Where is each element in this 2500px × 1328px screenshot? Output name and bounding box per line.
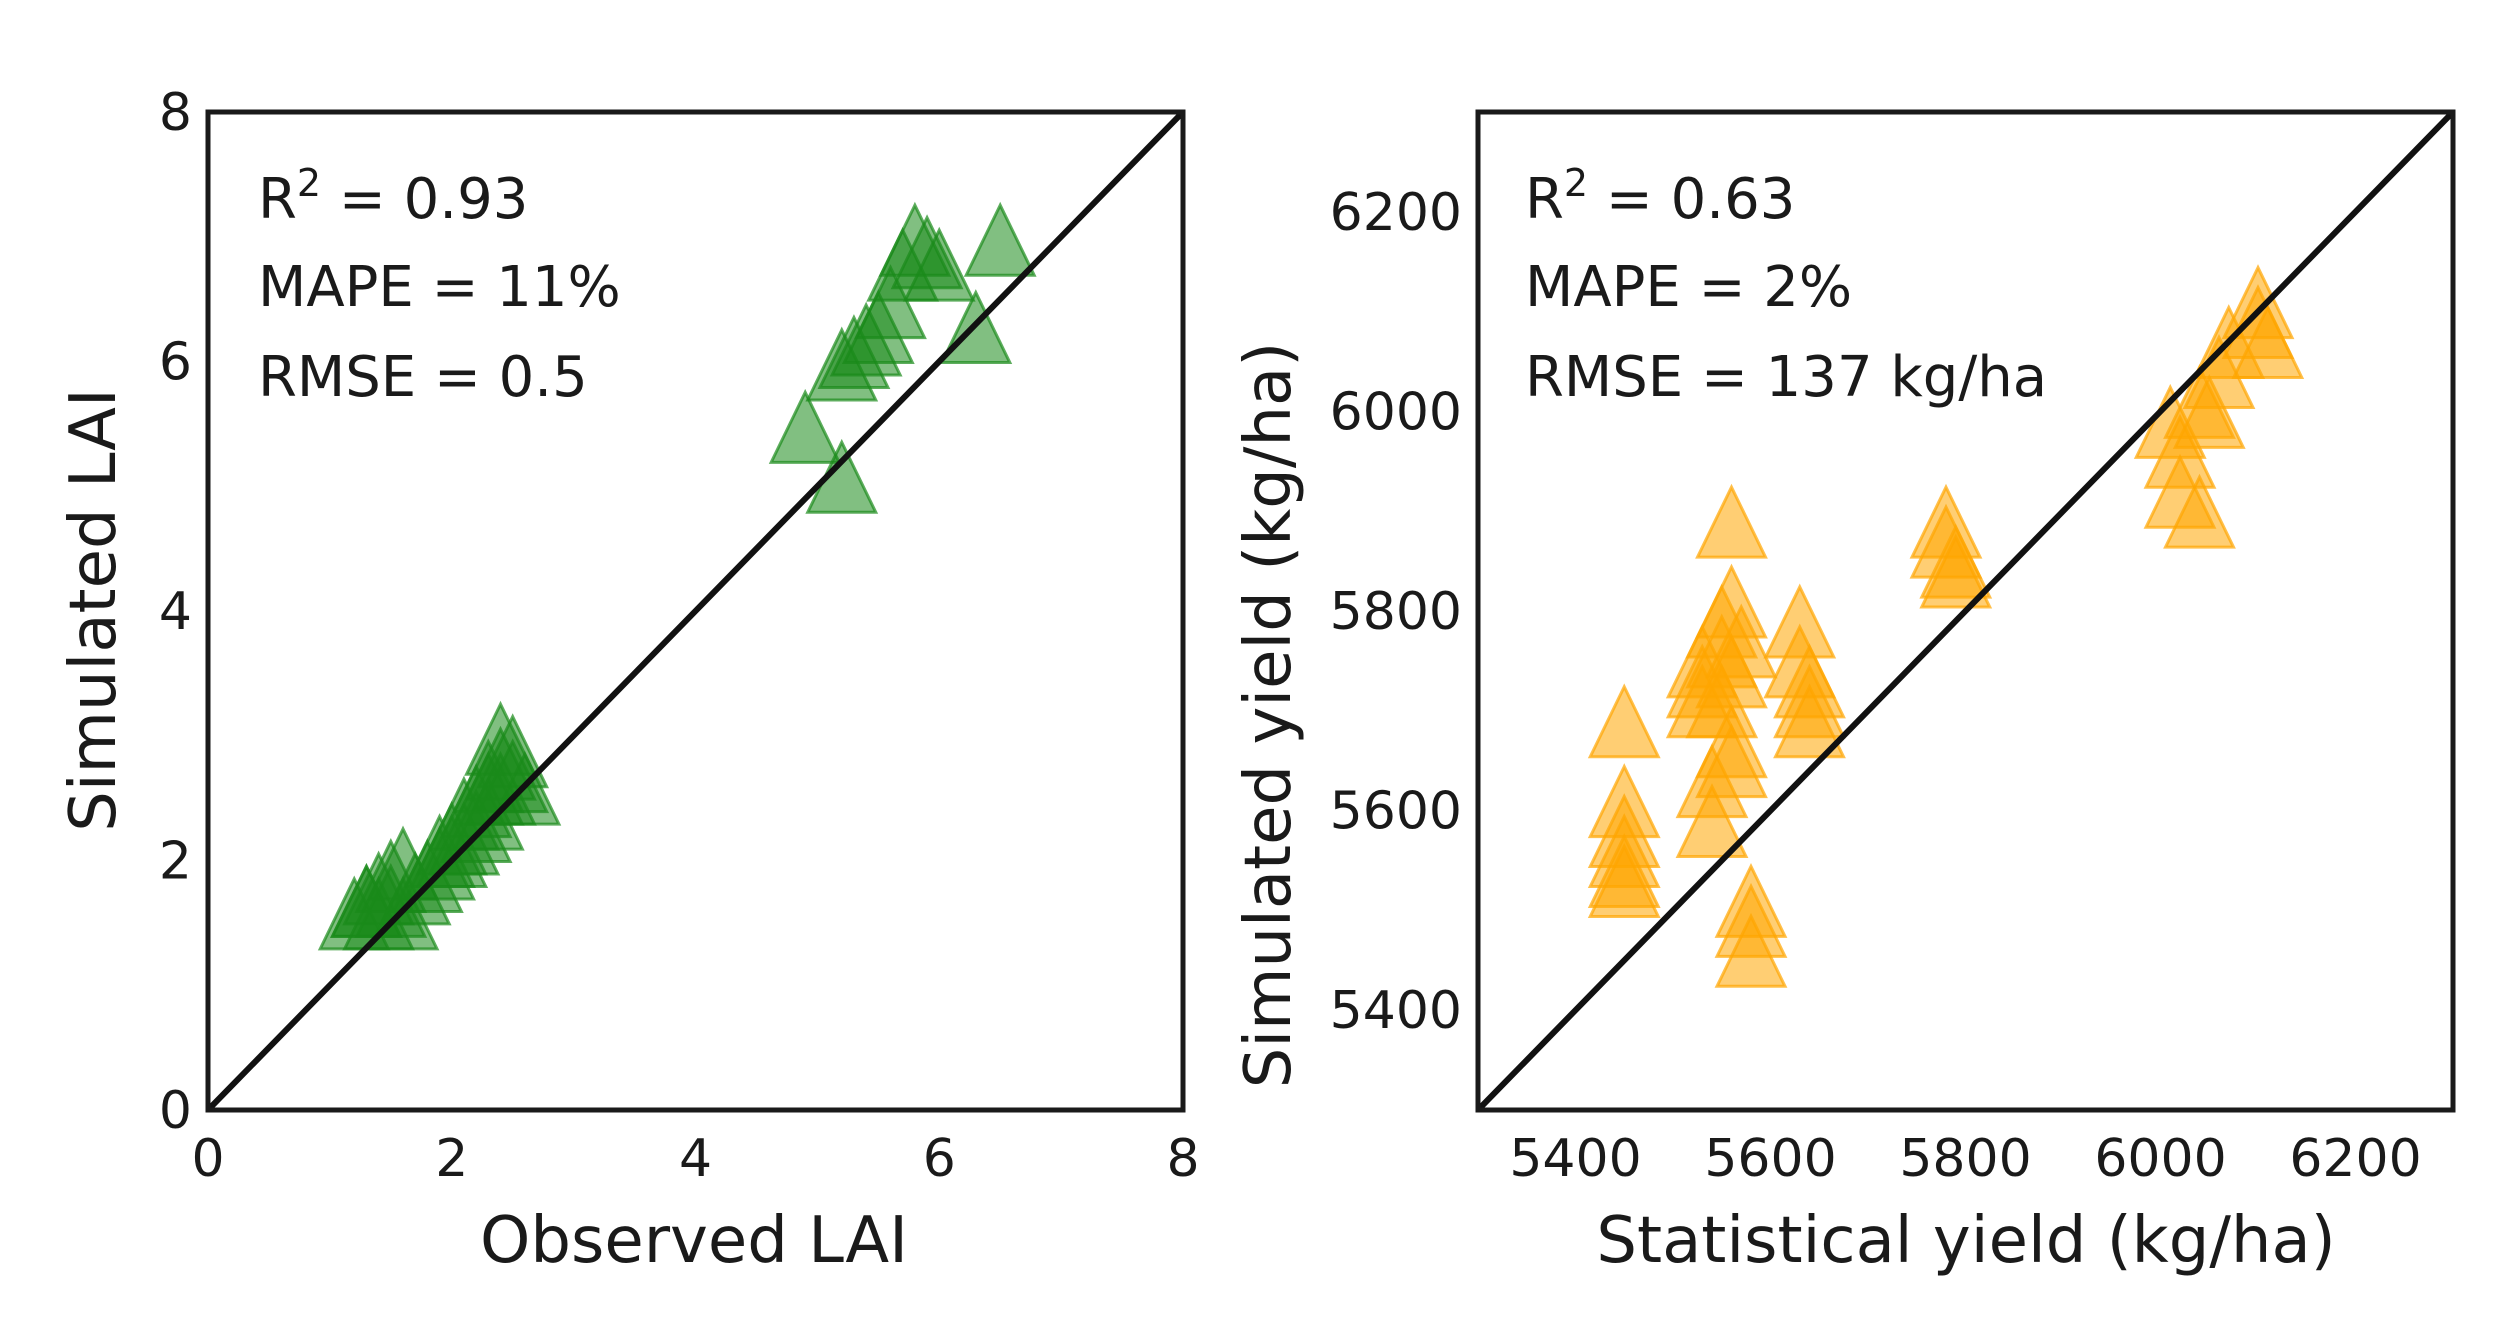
yield-point (1587, 683, 1661, 759)
yield-point (2172, 373, 2246, 449)
lai-x-tick-label: 4 (679, 1129, 712, 1189)
lai-x-tick-label: 2 (435, 1129, 468, 1189)
yield-y-axis-label: Simulated yield (kg/ha) (1232, 342, 1306, 1089)
yield-point (1773, 683, 1846, 759)
yield-point (1675, 783, 1749, 859)
yield-y-tick-label: 6200 (1330, 183, 1462, 243)
lai-y-tick-label: 6 (159, 333, 192, 393)
lai-y-tick-label: 0 (159, 1081, 192, 1141)
yield-x-tick-label: 5600 (1704, 1129, 1836, 1189)
lai-panel: 0 2 4 6 8 0 2 4 6 8 R2 = 0.93 MAPE = 11% RMSE = 0… (57, 83, 1200, 1278)
yield-x-tick-label: 5800 (1899, 1129, 2031, 1189)
yield-mape-annotation: MAPE = 2% (1525, 255, 1852, 320)
lai-point (854, 264, 927, 340)
yield-point (1587, 843, 1661, 918)
yield-tick-labels: 5400 5600 5800 6000 6200 5400 5600 5800 6000 6200 (1330, 183, 2422, 1189)
yield-y-tick-label: 5400 (1330, 981, 1462, 1041)
yield-r2-annotation: R2 = 0.63 (1525, 161, 1795, 232)
lai-point (963, 201, 1037, 277)
lai-y-axis-label: Simulated LAI (57, 388, 131, 832)
lai-one-to-one-line (205, 109, 1186, 1113)
yield-plot-frame (1475, 109, 2456, 1113)
yield-y-tick-label: 5800 (1330, 582, 1462, 642)
lai-rmse-annotation: RMSE = 0.5 (258, 345, 588, 410)
lai-points (317, 201, 1037, 951)
yield-rmse-annotation: RMSE = 137 kg/ha (1525, 345, 2047, 410)
lai-x-tick-label: 8 (1166, 1129, 1199, 1189)
yield-points (1587, 264, 2305, 988)
yield-point (2163, 473, 2236, 549)
yield-y-tick-label: 5600 (1330, 782, 1462, 842)
lai-y-tick-label: 2 (159, 832, 192, 892)
yield-point (1695, 723, 1768, 799)
yield-x-tick-label: 6200 (2289, 1129, 2421, 1189)
lai-x-tick-label: 6 (923, 1129, 956, 1189)
lai-x-axis-label: Observed LAI (480, 1204, 908, 1278)
yield-point (1714, 912, 1788, 988)
yield-x-axis-label: Statistical yield (kg/ha) (1596, 1204, 2335, 1278)
yield-x-tick-label: 6000 (2094, 1129, 2226, 1189)
lai-r2-annotation: R2 = 0.93 (258, 161, 528, 232)
lai-y-tick-label: 4 (159, 582, 192, 642)
lai-y-tick-label: 8 (159, 83, 192, 143)
lai-point (805, 326, 879, 402)
lai-mape-annotation: MAPE = 11% (258, 255, 621, 320)
lai-tick-labels: 0 2 4 6 8 0 2 4 6 8 (159, 83, 1200, 1189)
yield-point (2231, 304, 2305, 380)
yield-point (1695, 483, 1768, 559)
yield-panel: 5400 5600 5800 6000 6200 5400 5600 5800 6000 6200… (1232, 109, 2456, 1278)
yield-point (1919, 533, 1993, 609)
yield-y-tick-label: 6000 (1330, 382, 1462, 442)
lai-point (464, 700, 537, 776)
lai-plot-frame (205, 109, 1186, 1113)
lai-point (451, 738, 525, 814)
yield-x-tick-label: 5400 (1509, 1129, 1641, 1189)
lai-point (902, 226, 976, 302)
lai-x-tick-label: 0 (191, 1129, 224, 1189)
yield-one-to-one-line (1475, 109, 2456, 1113)
yield-point (1695, 633, 1768, 709)
lai-point (768, 388, 842, 464)
